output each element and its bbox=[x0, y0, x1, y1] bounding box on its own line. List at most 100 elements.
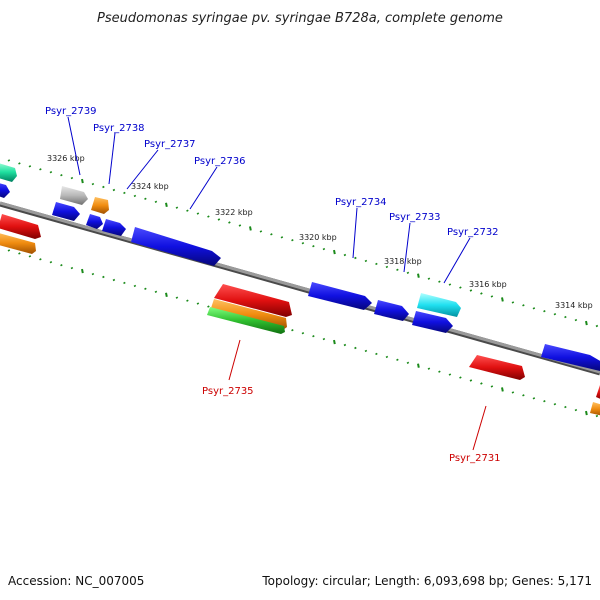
inner-minor-tick bbox=[91, 272, 95, 276]
outer-major-tick bbox=[81, 178, 84, 184]
outer-major-tick bbox=[249, 226, 252, 231]
gene-label-psyr-2739[interactable]: Psyr_2739 bbox=[45, 106, 97, 117]
outer-minor-tick bbox=[228, 221, 231, 224]
gene-label-psyr-2731[interactable]: Psyr_2731 bbox=[449, 453, 501, 464]
outer-minor-tick bbox=[511, 301, 515, 304]
outer-major-tick bbox=[585, 320, 588, 326]
inner-minor-tick bbox=[7, 249, 11, 252]
gene-label-psyr-2732[interactable]: Psyr_2732 bbox=[447, 227, 499, 238]
outer-minor-tick bbox=[60, 174, 63, 177]
gene-arrow-blue-2734[interactable] bbox=[308, 282, 372, 310]
tick-label-3326: 3326 kbp bbox=[47, 154, 85, 163]
inner-minor-tick bbox=[595, 414, 599, 418]
gene-label-psyr-2734[interactable]: Psyr_2734 bbox=[335, 197, 387, 208]
inner-minor-tick bbox=[511, 391, 515, 394]
outer-major-tick bbox=[417, 273, 420, 278]
gene-arrow-gray-2739[interactable] bbox=[60, 186, 88, 205]
inner-minor-tick bbox=[175, 296, 179, 299]
inner-minor-tick bbox=[406, 361, 410, 364]
inner-minor-tick bbox=[196, 302, 200, 305]
outer-minor-tick bbox=[522, 304, 525, 307]
inner-minor-tick bbox=[459, 376, 462, 379]
outer-minor-tick bbox=[301, 242, 305, 245]
inner-minor-tick bbox=[207, 305, 210, 308]
outer-minor-tick bbox=[133, 194, 137, 198]
inner-minor-tick bbox=[144, 287, 147, 290]
outer-minor-tick bbox=[343, 253, 347, 257]
gene-label-psyr-2737[interactable]: Psyr_2737 bbox=[144, 139, 196, 150]
gene-label-psyr-2735[interactable]: Psyr_2735 bbox=[202, 386, 254, 397]
inner-minor-tick bbox=[301, 332, 305, 335]
outer-minor-tick bbox=[375, 262, 378, 266]
gene-arrow-blue-2733[interactable] bbox=[374, 300, 409, 321]
outer-minor-tick bbox=[322, 247, 326, 251]
leader-2732 bbox=[443, 237, 471, 284]
gene-arrow-red-2731[interactable] bbox=[469, 355, 525, 380]
outer-minor-tick bbox=[144, 197, 147, 200]
gene-arrow-green-2735[interactable] bbox=[207, 307, 285, 334]
outer-minor-tick bbox=[448, 283, 452, 286]
inner-minor-tick bbox=[123, 281, 126, 285]
leader-2734 bbox=[352, 207, 358, 259]
genome-backbone bbox=[0, 201, 600, 376]
gene-arrow-teal[interactable] bbox=[0, 162, 17, 182]
leader-2731 bbox=[472, 405, 487, 451]
callout-lines bbox=[67, 116, 487, 451]
gene-arrow-cyan-2732[interactable] bbox=[417, 293, 461, 317]
outer-minor-tick bbox=[7, 159, 11, 162]
gene-arrow-orange-2738[interactable] bbox=[91, 197, 109, 214]
inner-minor-tick bbox=[385, 355, 389, 359]
tick-label-3316: 3316 kbp bbox=[469, 280, 507, 289]
leader-2739 bbox=[67, 116, 81, 176]
inner-minor-tick bbox=[564, 405, 567, 409]
outer-minor-tick bbox=[280, 236, 284, 239]
outer-minor-tick bbox=[186, 209, 189, 212]
gene-label-psyr-2736[interactable]: Psyr_2736 bbox=[194, 156, 246, 167]
inner-minor-tick bbox=[438, 370, 441, 373]
gene-arrow-blue-2733b[interactable] bbox=[412, 311, 453, 333]
gene-arrow-orange-left[interactable] bbox=[0, 232, 36, 254]
outer-major-tick bbox=[165, 202, 168, 207]
inner-minor-tick bbox=[49, 261, 53, 264]
outer-major-tick bbox=[501, 297, 504, 302]
outer-minor-tick bbox=[438, 280, 441, 283]
outer-minor-tick bbox=[70, 176, 74, 180]
gene-label-psyr-2733[interactable]: Psyr_2733 bbox=[389, 212, 441, 223]
inner-minor-tick bbox=[364, 349, 368, 353]
gene-label-psyr-2738[interactable]: Psyr_2738 bbox=[93, 123, 145, 134]
inner-major-tick bbox=[417, 363, 420, 368]
inner-major-tick bbox=[585, 410, 588, 416]
gene-arrow-blue-2739[interactable] bbox=[52, 202, 80, 221]
inner-minor-tick bbox=[102, 275, 105, 279]
gene-arrow-blue-edge[interactable] bbox=[0, 182, 10, 198]
leader-2737 bbox=[126, 149, 159, 190]
gene-arrow-blue-2737a[interactable] bbox=[86, 214, 103, 229]
gene-arrow-red-right[interactable] bbox=[596, 385, 600, 400]
inner-minor-tick bbox=[396, 358, 399, 361]
map-title: Pseudomonas syringae pv. syringae B728a,… bbox=[97, 11, 503, 26]
outer-minor-tick bbox=[291, 239, 294, 242]
gene-arrow-red-2735[interactable] bbox=[214, 284, 292, 317]
gene-arrow-red-left[interactable] bbox=[0, 214, 41, 239]
inner-minor-tick bbox=[291, 329, 294, 332]
gene-arrow-blue-2737b[interactable] bbox=[102, 219, 126, 236]
gene-arrow-blue-2736[interactable] bbox=[131, 227, 221, 266]
outer-minor-tick bbox=[469, 289, 473, 292]
outer-minor-tick bbox=[217, 218, 221, 221]
tick-labels: 3326 kbp 3324 kbp 3322 kbp 3320 kbp 3318… bbox=[47, 154, 593, 310]
inner-minor-tick bbox=[322, 337, 326, 341]
outer-minor-tick bbox=[553, 313, 557, 316]
inner-minor-tick bbox=[427, 367, 431, 370]
reverse-strand-genes bbox=[0, 214, 600, 416]
outer-minor-tick bbox=[196, 212, 200, 215]
outer-minor-tick bbox=[406, 271, 410, 274]
gene-arrow-orange-right[interactable] bbox=[590, 402, 600, 416]
tick-label-3322: 3322 kbp bbox=[215, 208, 253, 217]
leader-2733 bbox=[403, 222, 411, 273]
gene-arrow-blue-right[interactable] bbox=[541, 344, 600, 371]
inner-minor-tick bbox=[70, 266, 74, 270]
forward-strand-genes bbox=[0, 162, 600, 371]
inner-major-tick bbox=[81, 268, 84, 274]
inner-minor-tick bbox=[133, 284, 137, 288]
